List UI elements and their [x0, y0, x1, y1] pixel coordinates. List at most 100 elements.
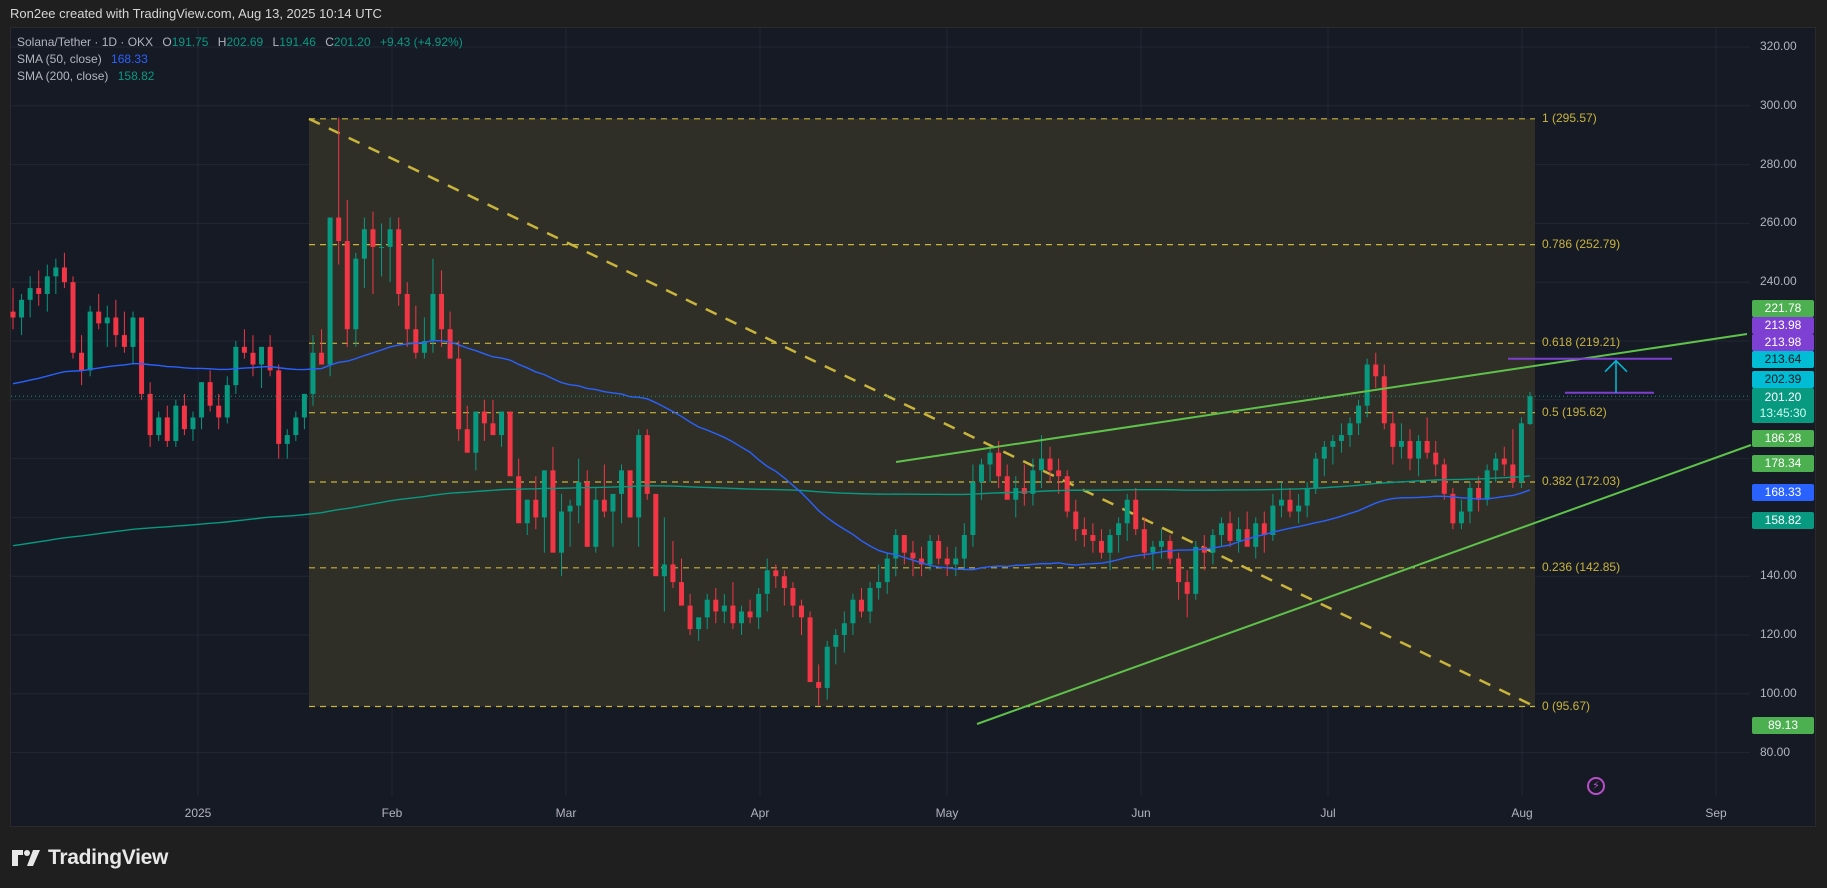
candle-body [1356, 405, 1362, 424]
candle-body [747, 611, 753, 618]
tradingview-logo[interactable]: TradingView [12, 846, 168, 870]
candle-body [1381, 376, 1387, 424]
candle-body [241, 346, 247, 353]
candle-body [139, 317, 145, 394]
last-price-badge: 201.20 13:45:30 [1752, 388, 1814, 423]
lightning-alert-icon[interactable]: ⚡ [1587, 777, 1605, 795]
candle-body [353, 258, 359, 330]
candle-body [918, 558, 924, 565]
price-tick-label: 240.00 [1760, 274, 1797, 289]
candle-body [430, 293, 436, 341]
candle-body [319, 352, 325, 365]
candle-body [781, 576, 787, 588]
candle-body [79, 352, 85, 371]
sma200-line [12, 475, 1531, 547]
candle-body [576, 482, 582, 506]
price-badge: 178.34 [1752, 455, 1814, 472]
price-tick-label: 300.00 [1760, 97, 1797, 112]
time-tick-label: Feb [381, 806, 403, 820]
candle-body [644, 435, 650, 494]
candle-body [1433, 452, 1439, 465]
ohlc-row[interactable]: Solana/Tether · 1D · OKX O191.75 H202.69… [17, 35, 463, 49]
fibonacci-level-label: 0.236 (142.85) [1542, 559, 1621, 574]
time-tick-label: May [935, 806, 959, 820]
candle-body [541, 470, 547, 518]
candle-body [1098, 540, 1104, 553]
price-badge: 168.33 [1752, 484, 1814, 501]
time-tick-label: Jun [1131, 806, 1151, 820]
candle-body [207, 382, 213, 406]
candle-body [224, 385, 230, 418]
candle-body [1287, 499, 1293, 512]
candle-body [473, 411, 479, 453]
candle-body [704, 599, 710, 618]
candle-body [996, 452, 1002, 477]
price-tick-label: 320.00 [1760, 39, 1797, 53]
symbol-label[interactable]: Solana/Tether · 1D · OKX [17, 35, 154, 49]
candle-body [670, 564, 676, 583]
candle-body [44, 276, 50, 294]
candle-body [113, 317, 119, 336]
candle-body [876, 582, 882, 588]
time-tick-label: Jul [1320, 806, 1336, 820]
candle-body [1090, 535, 1096, 541]
candle-body [773, 570, 779, 577]
candle-body [901, 535, 907, 553]
candle-body [756, 593, 762, 618]
candle-body [233, 346, 239, 386]
candle-body [858, 599, 864, 612]
candle-body [87, 311, 93, 371]
sma200-row[interactable]: SMA (200, close) 158.82 [17, 69, 155, 83]
candle-body [970, 482, 976, 536]
attribution-text: Ron2ee created with TradingView.com, Aug… [10, 6, 382, 21]
candle-body [1347, 423, 1353, 436]
candle-body [961, 535, 967, 559]
candle-body [481, 411, 487, 424]
candle-body [361, 229, 367, 259]
candle-body [1364, 364, 1370, 406]
candle-body [1176, 558, 1182, 583]
candle-body [1218, 523, 1224, 536]
candle-body [130, 317, 136, 347]
fibonacci-trend-line [308, 117, 1536, 708]
price-tick-label: 140.00 [1760, 568, 1797, 583]
candle-body [910, 552, 916, 559]
fibonacci-level-label: 0.382 (172.03) [1542, 474, 1621, 489]
candle-body [36, 288, 42, 294]
candle-body [216, 405, 222, 418]
candle-body [936, 540, 942, 559]
candle-body [1313, 458, 1319, 488]
candle-body [1038, 458, 1044, 471]
candle-body [1458, 511, 1464, 524]
candle-body [1467, 488, 1473, 512]
bar-countdown: 13:45:30 [1759, 406, 1807, 420]
candle-body [627, 470, 633, 518]
candle-body [1116, 523, 1122, 536]
candle-body [884, 558, 890, 583]
candle-body [944, 558, 950, 565]
close-value: 201.20 [333, 35, 371, 49]
tradingview-logo-icon [12, 850, 40, 866]
price-badge: 213.98 [1752, 317, 1814, 334]
candle-body [490, 423, 496, 436]
candle-body [636, 435, 642, 518]
candle-body [790, 587, 796, 606]
price-badge: 202.39 [1752, 371, 1814, 388]
candle-body [19, 299, 25, 318]
candle-body [456, 358, 462, 430]
candle-body [1030, 470, 1036, 494]
candle-body [713, 599, 719, 612]
candle-body [1261, 523, 1267, 536]
sma50-row[interactable]: SMA (50, close) 168.33 [17, 52, 148, 66]
candle-body [1338, 435, 1344, 441]
sma50-line [12, 339, 1531, 571]
candle-body [250, 352, 256, 365]
candle-body [70, 282, 76, 353]
candle-body [1407, 440, 1413, 459]
candle-body [344, 241, 350, 330]
candle-body [1278, 499, 1284, 506]
candle-body [1390, 423, 1396, 447]
candle-body [1398, 440, 1404, 447]
candle-body [1330, 440, 1336, 447]
